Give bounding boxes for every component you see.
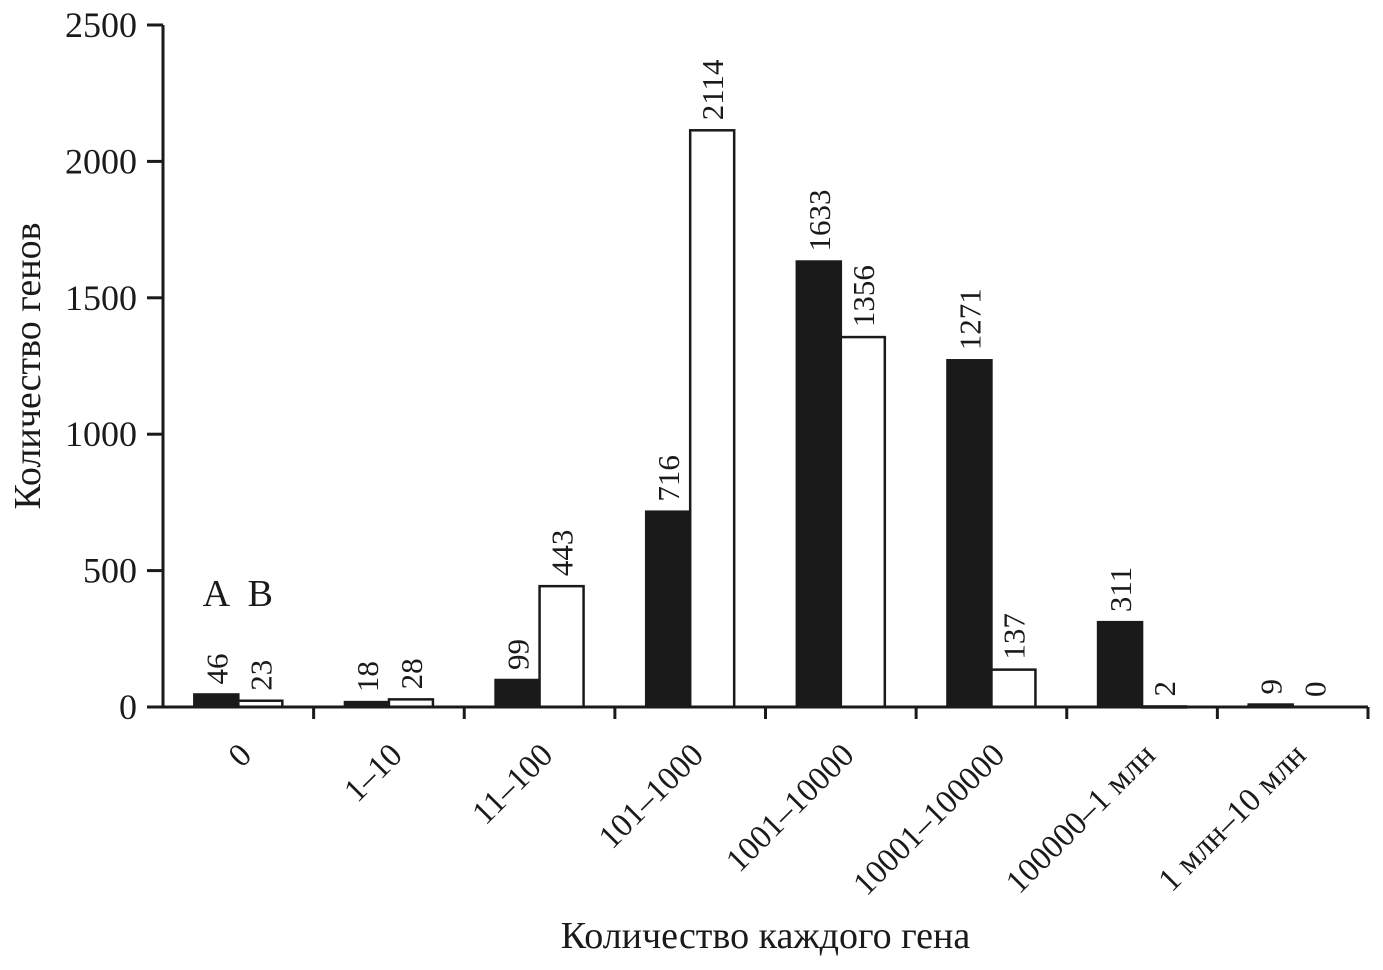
series-a-label: A [203, 573, 231, 615]
x-category-label: 1 млн–10 млн [1152, 737, 1314, 899]
x-category-label: 1001–10000 [719, 737, 861, 879]
x-category-label: 101–1000 [592, 737, 711, 856]
x-category-label: 1–10 [337, 737, 409, 809]
y-axis-tick-label: 500 [83, 551, 137, 591]
value-label: 0 [1298, 682, 1333, 698]
value-label: 9 [1254, 679, 1289, 695]
value-label: 311 [1103, 567, 1138, 612]
value-label: 443 [545, 530, 580, 577]
bar-series-a [946, 359, 993, 709]
x-category-label: 10001–100000 [847, 737, 1012, 902]
bar-series-b [688, 129, 736, 709]
value-label: 28 [394, 658, 429, 689]
series-b-label: B [248, 573, 273, 615]
value-label: 1633 [802, 190, 837, 252]
bar-series-a [494, 678, 541, 709]
value-label: 716 [651, 455, 686, 502]
x-axis-title: Количество каждого гена [561, 915, 971, 957]
value-label: 2114 [695, 59, 730, 120]
value-label: 46 [199, 653, 234, 684]
x-category-label: 11–100 [466, 737, 561, 832]
value-label: 1356 [846, 265, 881, 327]
y-axis-title: Количество генов [7, 222, 49, 509]
bar-series-a [795, 260, 843, 709]
y-axis-tick-label: 0 [119, 687, 137, 727]
x-category-label: 100000–1 млн [999, 737, 1163, 901]
y-axis-tick-label: 2500 [65, 5, 137, 45]
y-axis-tick-label: 1000 [65, 414, 137, 454]
bar-series-a [644, 510, 692, 709]
value-label: 99 [501, 639, 536, 670]
value-label: 2 [1147, 681, 1182, 697]
bar-series-b [839, 335, 887, 709]
value-label: 23 [243, 660, 278, 691]
bar-series-b [990, 668, 1037, 709]
y-axis-tick-label: 1500 [65, 278, 137, 318]
y-axis-tick-label: 2000 [65, 141, 137, 181]
value-label: 137 [996, 613, 1031, 660]
value-label: 1271 [952, 288, 987, 350]
bar-series-a [193, 693, 240, 709]
x-category-label: 0 [222, 737, 259, 774]
bar-series-a [1096, 620, 1144, 709]
bar-series-b [538, 584, 585, 709]
value-label: 18 [350, 661, 385, 692]
